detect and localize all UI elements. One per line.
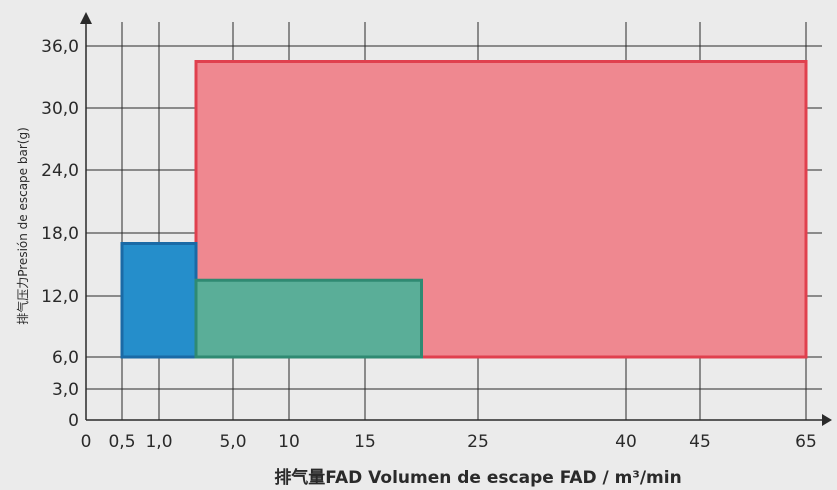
y-tick-label: 0 (68, 411, 79, 431)
x-tick-label: 45 (689, 432, 711, 452)
y-tick-label: 30,0 (41, 99, 79, 119)
y-axis-arrow (80, 12, 92, 24)
y-tick-label: 12,0 (41, 287, 79, 307)
y-tick-label: 18,0 (41, 224, 79, 244)
y-tick-label: 36,0 (41, 37, 79, 57)
x-tick-label: 5,0 (219, 432, 246, 452)
x-axis-arrow (822, 414, 832, 426)
y-tick-label: 24,0 (41, 161, 79, 181)
y-tick-labels: 0 3,0 6,0 12,0 18,0 24,0 30,0 36,0 (41, 37, 79, 431)
x-tick-labels: 0 0,5 1,0 5,0 10 15 25 40 45 65 (81, 432, 817, 452)
x-tick-label: 0 (81, 432, 92, 452)
y-tick-label: 3,0 (52, 380, 79, 400)
x-tick-label: 40 (615, 432, 637, 452)
x-tick-label: 65 (795, 432, 817, 452)
y-tick-label: 6,0 (52, 348, 79, 368)
x-axis-title: 排气量FAD Volumen de escape FAD / m³/min (274, 467, 681, 488)
y-axis-title: 排气压力Presión de escape bar(g) (15, 127, 30, 325)
x-tick-label: 1,0 (145, 432, 172, 452)
axes (80, 12, 832, 426)
range-area-3 (194, 278, 423, 359)
x-tick-label: 0,5 (108, 432, 135, 452)
x-tick-label: 15 (354, 432, 376, 452)
x-tick-label: 10 (278, 432, 300, 452)
range-areas (120, 60, 808, 359)
range-area-2 (120, 242, 198, 359)
x-tick-label: 25 (467, 432, 489, 452)
